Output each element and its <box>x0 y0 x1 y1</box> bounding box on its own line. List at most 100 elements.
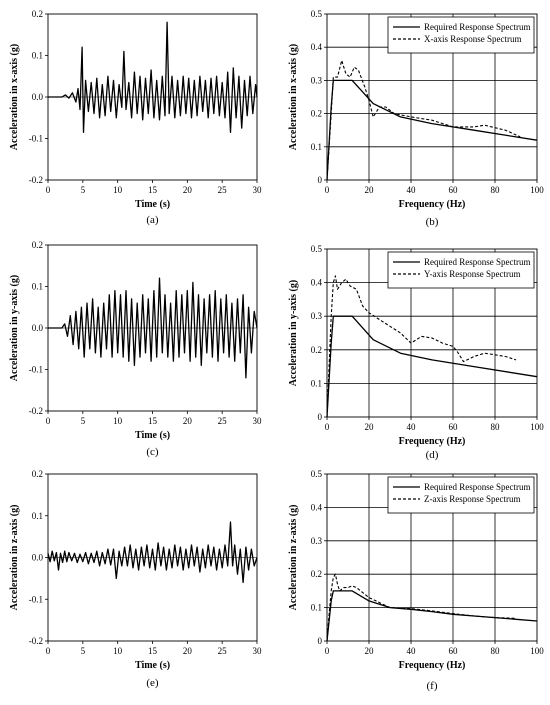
y-tick-label: 0.0 <box>32 323 44 333</box>
legend-label: Required Response Spectrum <box>424 257 530 267</box>
legend-box <box>387 16 535 54</box>
x-tick-label: 0 <box>325 422 330 432</box>
y-tick-label: 0.2 <box>32 469 43 479</box>
y-axis-title: Acceleration in y-axis (g) <box>9 275 20 381</box>
x-tick-label: 0 <box>325 646 330 656</box>
y-tick-label: 0.4 <box>311 42 323 52</box>
y-tick-label: -0.2 <box>29 636 43 646</box>
series-line-2 <box>326 59 521 181</box>
x-tick-label: 10 <box>113 646 123 656</box>
x-axis-title: Frequency (Hz) <box>399 199 466 210</box>
x-tick-label: 30 <box>253 416 263 426</box>
y-axis-title: Acceleration in z-axis (g) <box>288 505 299 611</box>
x-axis-title: Frequency (Hz) <box>399 660 466 671</box>
chart-e: 0 5 10 15 20 25 30 -0.2 -0.1 0.0 0.1 0.2 Time (s) Acc… <box>9 469 262 689</box>
x-tick-label: 15 <box>148 416 158 426</box>
y-axis-title: Acceleration in x-axis (g) <box>288 44 299 150</box>
y-tick-label: 0.3 <box>311 75 323 85</box>
x-tick-label: 25 <box>218 646 228 656</box>
y-axis-title: Acceleration in x-axis (g) <box>9 44 20 150</box>
legend: Required Response Spectrum Z-axis Respons… <box>387 476 535 514</box>
chart-b: 0 20 40 60 80 100 0 0.1 0.2 0.3 0.4 0.5 Required Res… <box>288 9 544 228</box>
x-axis-title: Time (s) <box>135 199 170 210</box>
legend: Required Response Spectrum X-axis Respons… <box>387 16 535 54</box>
x-tick-label: 25 <box>218 416 228 426</box>
y-tick-label: 0.2 <box>311 109 322 119</box>
x-tick-label: 80 <box>491 185 501 195</box>
x-tick-label: 15 <box>148 646 158 656</box>
y-axis-title: Acceleration in y-axis (g) <box>288 280 299 386</box>
y-tick-label: 0.1 <box>32 511 43 521</box>
legend: Required Response Spectrum Y-axis Respons… <box>387 251 535 289</box>
y-tick-label: -0.2 <box>29 175 43 185</box>
x-tick-label: 25 <box>218 185 228 195</box>
x-tick-label: 20 <box>183 185 193 195</box>
x-tick-label: 100 <box>530 646 544 656</box>
chart-c: 0 5 10 15 20 25 30 -0.2 -0.1 0.0 0.1 0.2 Time (s) Acc… <box>9 240 262 458</box>
x-tick-label: 20 <box>183 416 193 426</box>
plot-frame <box>326 13 538 181</box>
y-tick-label: 0.1 <box>32 51 43 61</box>
panel-caption: (f) <box>427 680 438 692</box>
x-tick-label: 0 <box>46 416 51 426</box>
y-tick-label: 0.5 <box>311 9 323 19</box>
y-tick-label: -0.1 <box>29 365 43 375</box>
y-tick-label: 0.2 <box>32 240 43 250</box>
chart-f: 0 20 40 60 80 100 0 0.1 0.2 0.3 0.4 0.5 Required Res… <box>288 469 544 692</box>
x-axis-title: Time (s) <box>135 660 170 671</box>
x-axis-title: Time (s) <box>135 430 170 441</box>
y-tick-label: 0.2 <box>311 569 322 579</box>
y-tick-label: 0.1 <box>311 142 322 152</box>
plot-frame <box>326 473 538 642</box>
x-tick-label: 80 <box>491 422 501 432</box>
x-tick-label: 15 <box>148 185 158 195</box>
y-tick-label: 0.5 <box>311 469 323 479</box>
legend-label: Required Response Spectrum <box>424 482 530 492</box>
y-tick-label: -0.1 <box>29 134 43 144</box>
panel-caption: (a) <box>146 214 159 226</box>
plot-frame <box>326 248 538 418</box>
series-line-1 <box>326 315 538 418</box>
y-tick-label: 0 <box>318 412 323 422</box>
panel-caption: (d) <box>426 449 439 461</box>
x-tick-label: 30 <box>253 185 263 195</box>
y-tick-label: 0.0 <box>32 92 44 102</box>
legend-label: X-axis Response Spectrum <box>424 34 521 44</box>
y-tick-label: 0.3 <box>311 536 323 546</box>
x-tick-label: 5 <box>81 646 86 656</box>
x-axis-title: Frequency (Hz) <box>399 436 466 447</box>
x-tick-label: 100 <box>530 422 544 432</box>
x-tick-label: 60 <box>449 422 459 432</box>
series-line-1 <box>326 590 538 642</box>
x-tick-label: 10 <box>113 416 123 426</box>
x-tick-label: 0 <box>325 185 330 195</box>
y-tick-label: 0.5 <box>311 244 323 254</box>
x-tick-label: 10 <box>113 185 123 195</box>
x-tick-label: 20 <box>365 422 375 432</box>
y-tick-label: 0.0 <box>32 553 44 563</box>
x-tick-label: 40 <box>407 185 417 195</box>
series-line-1 <box>47 521 258 584</box>
x-tick-label: 100 <box>530 185 544 195</box>
x-tick-label: 5 <box>81 416 86 426</box>
y-tick-label: 0.4 <box>311 502 323 512</box>
x-tick-label: 0 <box>46 185 51 195</box>
series-line-2 <box>326 573 517 642</box>
y-tick-label: 0.2 <box>32 9 43 19</box>
series-line-2 <box>326 275 517 418</box>
y-tick-label: 0 <box>318 636 323 646</box>
x-tick-label: 80 <box>491 646 501 656</box>
chart-d: 0 20 40 60 80 100 0 0.1 0.2 0.3 0.4 0.5 Required Res… <box>288 244 544 461</box>
y-tick-label: 0.3 <box>311 311 323 321</box>
legend-box <box>387 476 535 514</box>
x-tick-label: 40 <box>407 422 417 432</box>
x-tick-label: 20 <box>365 185 375 195</box>
panel-caption: (c) <box>146 446 159 458</box>
legend-label: Z-axis Response Spectrum <box>424 494 520 504</box>
legend-label: Required Response Spectrum <box>424 22 530 32</box>
series-line-1 <box>48 21 258 133</box>
y-tick-label: -0.1 <box>29 594 43 604</box>
panel-caption: (b) <box>426 216 439 228</box>
x-tick-label: 30 <box>253 646 263 656</box>
y-tick-label: 0.1 <box>32 282 43 292</box>
